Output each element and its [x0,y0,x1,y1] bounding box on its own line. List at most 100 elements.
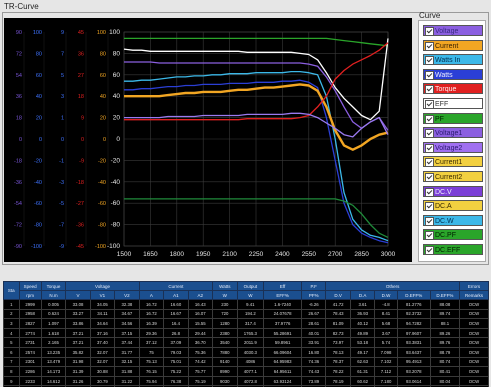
legend-checkbox[interactable] [425,231,434,241]
table-row[interactable]: 6 2574 13.235 35.82 32.07 31.77 75 79.03 75.36 78… [3,346,489,358]
series-line [124,83,389,151]
table-cell: 6 [3,346,20,358]
table-cell: 76.38 [163,375,189,387]
table-cell: 16.07 [187,308,214,320]
table-cell: 62.63 [349,356,376,368]
table-group-header: Output [236,281,265,291]
legend-checkbox[interactable] [425,41,434,51]
legend-checkbox[interactable] [425,173,434,182]
legend-item-dc-v[interactable]: DC.V [423,185,483,197]
legend-checkbox[interactable] [425,143,434,153]
table-row[interactable]: 3 2827 1.097 33.86 34.64 34.56 16.39 16.4 15.55 1… [3,318,489,329]
table-cell: 2380 [212,327,238,339]
legend-item-current[interactable]: Current [423,39,483,51]
table-cell: 13.235 [40,346,67,358]
legend-checkbox[interactable] [425,158,434,168]
legend-checkbox[interactable] [425,70,434,80]
x-tick-label: 1950 [196,251,211,258]
table-cell: 88.08 [429,299,460,310]
table-cell: OCW [458,385,489,387]
table-cell: 28.61 [300,318,327,329]
table-group-header: Watts [212,281,238,291]
legend-item-current1[interactable]: Current1 [423,156,483,168]
table-sub-header: V [65,290,91,300]
table-row[interactable]: 9 2233 14.612 31.26 30.79 31.22 75.94 76.38 75.1… [3,375,489,387]
x-tick-label: 2700 [328,251,343,258]
legend-item-eff[interactable]: EFF [423,98,483,109]
side-axis-tick: -3 [59,180,64,186]
table-cell: 95.4913 [396,356,431,368]
table-cell: 34.67 [114,308,140,320]
legend-checkbox[interactable] [425,187,434,197]
table-sub-header: A2 [187,290,214,300]
legend-item-watts-in[interactable]: Watts In [423,54,483,66]
table-cell: 35.82 [65,346,91,358]
legend-checkbox[interactable] [425,246,434,255]
table-cell: 3540 [212,337,238,348]
table-row[interactable]: 5 2731 2.165 37.21 37.40 37.44 37.12 37.09 36.70… [3,337,489,348]
series-line [124,42,389,121]
legend-checkbox[interactable] [425,202,434,212]
table-cell: 0.624 [40,308,67,320]
side-axis-tick: -80 [98,223,106,229]
table-cell: 75.77 [187,366,214,377]
table-cell: OCW [458,366,489,377]
legend-checkbox[interactable] [425,27,434,36]
legend-item-voltage2[interactable]: Voltage2 [423,141,483,153]
table-cell: 37.21 [65,337,91,348]
legend-item-torque[interactable]: Torque [423,83,483,95]
table-cell: 16.72 [138,308,165,320]
table-cell: 75 [138,346,165,358]
table-cell: 2731 [18,337,42,348]
y-tick-label: 20 [113,115,121,122]
legend-item-pf[interactable]: PF [423,112,483,124]
table-row[interactable]: 4 2774 1.618 37.21 37.16 37.15 29.36 26.8 29.44 2… [3,327,489,339]
legend-item-current2[interactable]: Current2 [423,171,483,182]
table-sub-header: D.V [325,290,351,300]
y-tick-label: -60 [111,200,121,207]
x-tick-label: 1800 [170,251,185,258]
table-cell: 89.74 [429,308,460,320]
table-cell: 16.39 [138,318,165,329]
legend-checkbox[interactable] [425,85,434,95]
table-cell: 78.19 [325,375,351,387]
table-cell: 1280 [212,318,238,329]
table-cell: 31.98 [65,356,91,368]
legend-checkbox[interactable] [425,100,434,109]
side-axis-tick: -9 [79,158,84,164]
legend-checkbox[interactable] [425,56,434,66]
side-axis-tick: -40 [34,180,42,186]
legend-item-dc-pf[interactable]: DC.PF [423,229,483,241]
legend-checkbox[interactable] [425,114,434,124]
table-cell: 14.612 [40,375,67,387]
table-cell: 4077.1 [236,366,265,377]
table-cell: 55.28691 [263,327,302,339]
legend-item-voltage[interactable]: Voltage [423,25,483,36]
x-tick-label: 2550 [302,251,317,258]
legend-checkbox[interactable] [425,129,434,139]
table-cell: 1 [3,299,20,310]
table-cell: 31.39 [65,366,91,377]
legend-item-watts[interactable]: Watts [423,68,483,80]
table-sub-header: D.W [374,290,398,300]
side-axis-tick: 0 [19,137,22,143]
table-cell: 37.16 [89,327,116,339]
legend-item-dc-eff[interactable]: DC.EFF [423,244,483,255]
x-tick-label: 2850 [354,251,369,258]
side-axis-tick: -18 [14,158,22,164]
table-cell: 3.67 [374,327,398,339]
table-cell: 37.21 [65,327,91,339]
legend-item-dc-a[interactable]: DC.A [423,200,483,212]
table-row[interactable]: 8 2286 14.173 31.39 30.88 31.88 76.15 75.22 75.7… [3,366,489,377]
table-row[interactable]: 2 2958 0.624 33.27 34.11 34.67 16.72 16.67 16.07… [3,308,489,320]
table-cell: 9030 [212,375,238,387]
table-row[interactable]: 7 2301 13.479 31.98 32.07 32.15 75.13 75.01 74.4… [3,356,489,368]
y-tick-label: -100 [107,243,120,250]
table-row[interactable]: 10218914.82030.7930.6530.9776.4076.0675.… [3,385,489,387]
legend-item-dc-w[interactable]: DC.W [423,214,483,226]
legend-checkbox[interactable] [425,216,434,226]
legend-item-label: Torque [435,86,457,94]
legend-item-voltage1[interactable]: Voltage1 [423,127,483,139]
table-row[interactable]: 1 2999 0.005 33.08 34.05 32.38 16.72 16.60 16.43… [3,299,489,310]
x-tick-label: 2400 [275,251,290,258]
